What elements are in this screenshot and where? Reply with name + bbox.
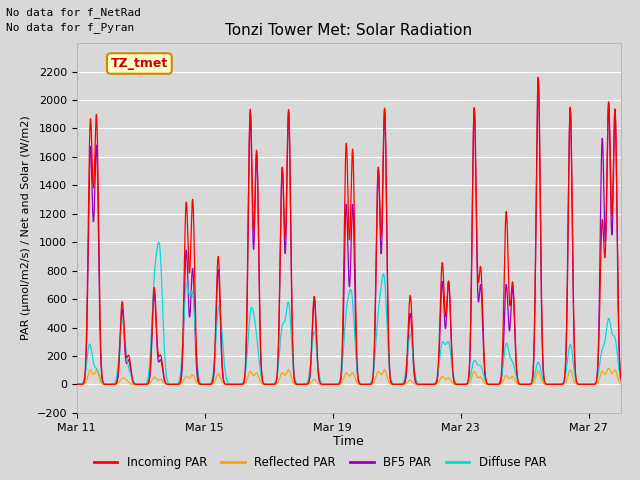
- Text: TZ_tmet: TZ_tmet: [111, 57, 168, 70]
- Text: No data for f_Pyran: No data for f_Pyran: [6, 22, 134, 33]
- Title: Tonzi Tower Met: Solar Radiation: Tonzi Tower Met: Solar Radiation: [225, 23, 472, 38]
- X-axis label: Time: Time: [333, 435, 364, 448]
- Text: No data for f_NetRad: No data for f_NetRad: [6, 7, 141, 18]
- Y-axis label: PAR (µmol/m2/s) / Net and Solar (W/m2): PAR (µmol/m2/s) / Net and Solar (W/m2): [21, 116, 31, 340]
- Legend: Incoming PAR, Reflected PAR, BF5 PAR, Diffuse PAR: Incoming PAR, Reflected PAR, BF5 PAR, Di…: [89, 452, 551, 474]
